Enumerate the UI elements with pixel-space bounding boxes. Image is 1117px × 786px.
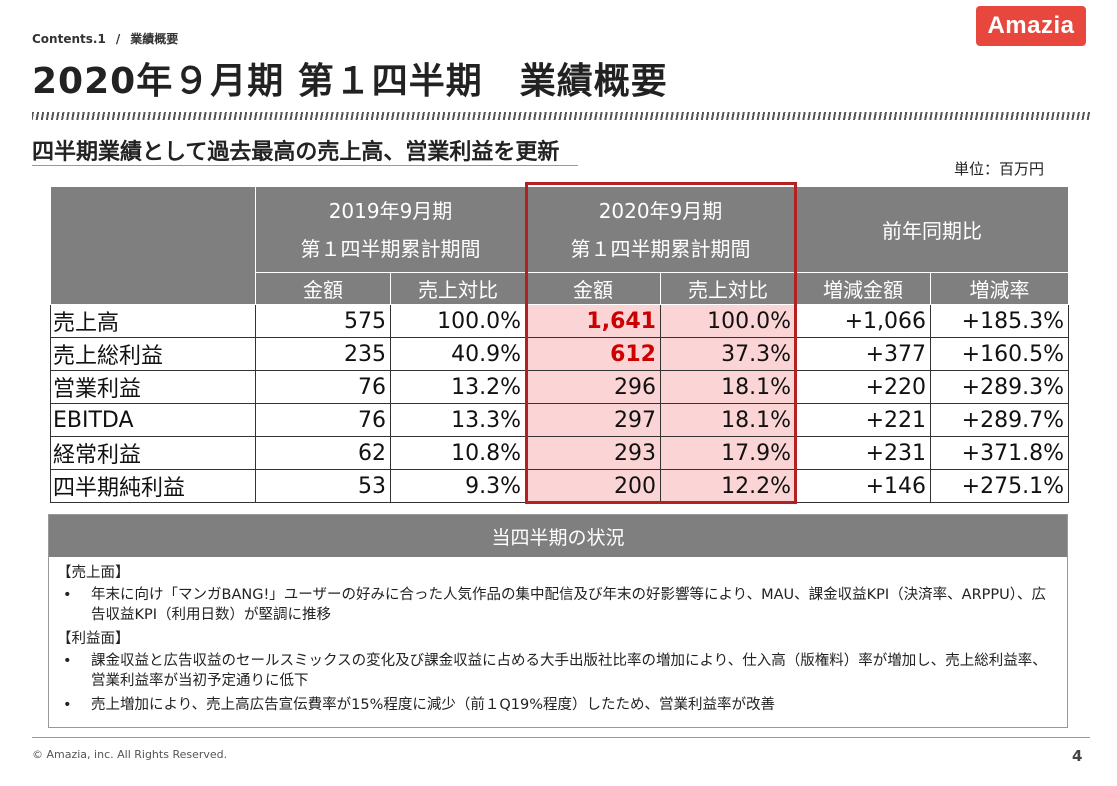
- yoy-rate: +160.5%: [930, 337, 1069, 371]
- prev-ratio: 100.0%: [390, 304, 526, 338]
- status-heading: 当四半期の状況: [49, 515, 1067, 557]
- row-label: 四半期純利益: [50, 469, 256, 503]
- yoy-rate: +289.7%: [930, 403, 1069, 437]
- curr-amount: 200: [525, 469, 661, 503]
- yoy-diff: +1,066: [795, 304, 931, 338]
- yoy-rate: +289.3%: [930, 370, 1069, 404]
- curr-ratio: 12.2%: [660, 469, 796, 503]
- breadcrumb: Contents.1 / 業績概要: [32, 30, 178, 47]
- subheader-rate: 増減率: [930, 272, 1069, 305]
- header-yoy: 前年同期比: [795, 186, 1069, 273]
- row-label: 経常利益: [50, 436, 256, 470]
- prev-amount: 575: [255, 304, 391, 338]
- curr-amount: 296: [525, 370, 661, 404]
- header-blank: [50, 186, 256, 305]
- results-table: 2019年9月期 第１四半期累計期間 2020年9月期 第１四半期累計期間 前年…: [50, 186, 1069, 503]
- page-title: 2020年９月期 第１四半期 業績概要: [32, 61, 668, 102]
- period-curr-term: 第１四半期累計期間: [570, 236, 751, 261]
- table-row: 営業利益 76 13.2% 296 18.1% +220 +289.3%: [50, 370, 1069, 404]
- profit-bullet-text: 課金収益と広告収益のセールスミックスの変化及び課金収益に占める大手出版社比率の増…: [91, 653, 1047, 689]
- curr-amount: 293: [525, 436, 661, 470]
- list-item: • 年末に向け「マンガBANG!」ユーザーの好みに合った人気作品の集中配信及び年…: [57, 585, 1059, 625]
- curr-ratio: 17.9%: [660, 436, 796, 470]
- subheader-diff: 増減金額: [795, 272, 931, 305]
- company-logo: Amazia: [976, 6, 1086, 46]
- yoy-diff: +220: [795, 370, 931, 404]
- yoy-diff: +146: [795, 469, 931, 503]
- profit-bullet-text: 売上増加により、売上高広告宣伝費率が15%程度に減少（前１Q19%程度）したため…: [91, 697, 775, 713]
- subtitle-underline: [32, 165, 578, 166]
- prev-amount: 62: [255, 436, 391, 470]
- row-label: 営業利益: [50, 370, 256, 404]
- prev-ratio: 13.2%: [390, 370, 526, 404]
- yoy-rate: +371.8%: [930, 436, 1069, 470]
- header-period-curr: 2020年9月期 第１四半期累計期間: [525, 186, 796, 273]
- yoy-diff: +221: [795, 403, 931, 437]
- yoy-diff: +231: [795, 436, 931, 470]
- subheader-curr-ratio: 売上対比: [660, 272, 796, 305]
- header-period-prev: 2019年9月期 第１四半期累計期間: [255, 186, 526, 273]
- row-label: 売上総利益: [50, 337, 256, 371]
- prev-amount: 76: [255, 403, 391, 437]
- bullet-marker: •: [63, 587, 72, 603]
- prev-amount: 53: [255, 469, 391, 503]
- prev-ratio: 13.3%: [390, 403, 526, 437]
- period-prev-term: 第１四半期累計期間: [300, 236, 481, 261]
- list-item: • 課金収益と広告収益のセールスミックスの変化及び課金収益に占める大手出版社比率…: [57, 651, 1059, 691]
- sales-section-label: 【売上面】: [57, 565, 130, 581]
- row-label: EBITDA: [50, 403, 256, 437]
- prev-amount: 76: [255, 370, 391, 404]
- unit-label: 単位：百万円: [954, 160, 1045, 178]
- table-row: 四半期純利益 53 9.3% 200 12.2% +146 +275.1%: [50, 469, 1069, 503]
- curr-amount: 612: [525, 337, 661, 371]
- yoy-diff: +377: [795, 337, 931, 371]
- prev-ratio: 10.8%: [390, 436, 526, 470]
- period-prev-year: 2019年9月期: [328, 198, 453, 223]
- curr-ratio: 37.3%: [660, 337, 796, 371]
- breadcrumb-separator: /: [115, 32, 121, 46]
- yoy-rate: +275.1%: [930, 469, 1069, 503]
- subheader-prev-ratio: 売上対比: [390, 272, 526, 305]
- table-row: 売上高 575 100.0% 1,641 100.0% +1,066 +185.…: [50, 304, 1069, 338]
- bullet-marker: •: [63, 697, 72, 713]
- subheader-prev-amount: 金額: [255, 272, 391, 305]
- table-row: 売上総利益 235 40.9% 612 37.3% +377 +160.5%: [50, 337, 1069, 371]
- status-panel: 当四半期の状況 【売上面】 • 年末に向け「マンガBANG!」ユーザーの好みに合…: [48, 514, 1068, 728]
- prev-amount: 235: [255, 337, 391, 371]
- curr-amount: 1,641: [525, 304, 661, 338]
- breadcrumb-topic: 業績概要: [130, 32, 179, 46]
- list-item: • 売上増加により、売上高広告宣伝費率が15%程度に減少（前１Q19%程度）した…: [57, 695, 1059, 715]
- breadcrumb-section: Contents.1: [32, 32, 106, 46]
- curr-ratio: 18.1%: [660, 403, 796, 437]
- row-label: 売上高: [50, 304, 256, 338]
- curr-ratio: 18.1%: [660, 370, 796, 404]
- page-number: 4: [1072, 747, 1083, 765]
- table-row: EBITDA 76 13.3% 297 18.1% +221 +289.7%: [50, 403, 1069, 437]
- sales-bullet-text: 年末に向け「マンガBANG!」ユーザーの好みに合った人気作品の集中配信及び年末の…: [91, 587, 1047, 623]
- prev-ratio: 40.9%: [390, 337, 526, 371]
- yoy-rate: +185.3%: [930, 304, 1069, 338]
- copyright: © Amazia, inc. All Rights Reserved.: [32, 748, 228, 761]
- prev-ratio: 9.3%: [390, 469, 526, 503]
- subheader-curr-amount: 金額: [525, 272, 661, 305]
- status-body: 【売上面】 • 年末に向け「マンガBANG!」ユーザーの好みに合った人気作品の集…: [49, 557, 1067, 724]
- table-row: 経常利益 62 10.8% 293 17.9% +231 +371.8%: [50, 436, 1069, 470]
- footer-divider: [32, 737, 1090, 738]
- curr-ratio: 100.0%: [660, 304, 796, 338]
- curr-amount: 297: [525, 403, 661, 437]
- period-curr-year: 2020年9月期: [598, 198, 723, 223]
- page-subtitle: 四半期業績として過去最高の売上高、営業利益を更新: [32, 140, 560, 165]
- title-divider: [32, 112, 1090, 120]
- profit-section-label: 【利益面】: [57, 631, 130, 647]
- bullet-marker: •: [63, 653, 72, 669]
